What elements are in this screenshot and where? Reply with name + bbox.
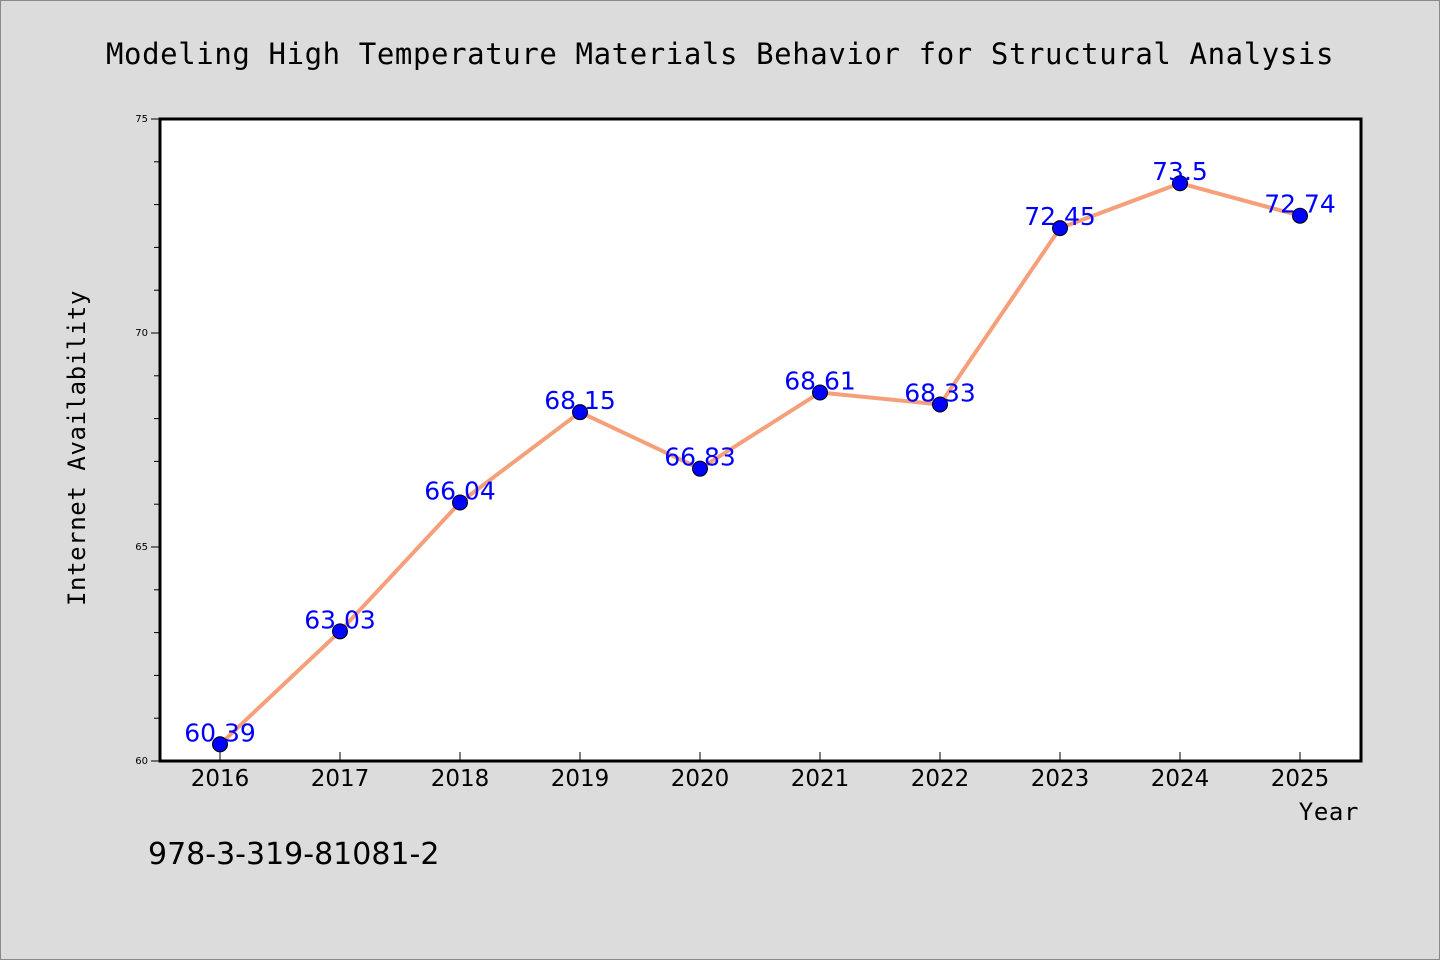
- data-labels: 60.39 63.03 66.04 68.15 66.83 68.61 68.33 72.45…: [184, 157, 1336, 747]
- x-tick-label: 2023: [1031, 766, 1090, 792]
- data-point-marker: [1292, 207, 1308, 224]
- isbn-footnote: 978-3-319-81081-2: [148, 837, 439, 872]
- plot-area: [158, 117, 1363, 763]
- series-layer: [212, 175, 1308, 753]
- data-point-marker: [692, 460, 708, 477]
- series-line: [218, 181, 1302, 747]
- data-value-label: 66.04: [424, 476, 496, 505]
- x-tick-label: 2022: [911, 766, 970, 792]
- data-value-label: 72.74: [1264, 190, 1336, 219]
- data-value-label: 68.61: [784, 366, 856, 395]
- y-tick-label: 65: [135, 542, 148, 553]
- x-axis-title: Year: [1299, 798, 1359, 826]
- x-tick-label: 2017: [311, 766, 370, 792]
- data-point-marker: [572, 404, 588, 421]
- data-point-marker: [932, 396, 948, 413]
- x-tick-label: 2024: [1151, 766, 1210, 792]
- data-value-label: 63.03: [304, 605, 376, 634]
- x-tick-label: 2019: [551, 766, 610, 792]
- x-axis: 2016 2017 2018 2019 2020 2021 2022 2023 2024 2025: [191, 752, 1330, 792]
- data-value-label: 66.83: [664, 443, 736, 472]
- y-tick-label: 60: [135, 756, 148, 767]
- data-point-marker: [212, 736, 228, 753]
- x-tick-label: 2025: [1271, 766, 1330, 792]
- data-value-label: 60.39: [184, 718, 256, 747]
- chart-title: Modeling High Temperature Materials Beha…: [106, 37, 1334, 71]
- data-value-label: 68.33: [904, 378, 976, 407]
- data-point-marker: [812, 384, 828, 401]
- data-value-label: 68.15: [544, 386, 616, 415]
- x-tick-label: 2020: [671, 766, 730, 792]
- y-tick-label: 75: [135, 114, 148, 125]
- data-value-label: 72.45: [1024, 202, 1096, 231]
- data-point-marker: [1052, 220, 1068, 237]
- y-axis-title: Internet Availability: [63, 290, 91, 606]
- data-value-label: 73.5: [1152, 157, 1208, 186]
- x-tick-label: 2016: [191, 766, 250, 792]
- x-tick-label: 2018: [431, 766, 490, 792]
- data-point-marker: [1172, 175, 1188, 192]
- data-point-marker: [452, 494, 468, 511]
- data-point-marker: [332, 623, 348, 640]
- x-tick-label: 2021: [791, 766, 850, 792]
- y-axis: 60 65 70 75: [135, 114, 160, 767]
- y-tick-label: 70: [135, 328, 148, 339]
